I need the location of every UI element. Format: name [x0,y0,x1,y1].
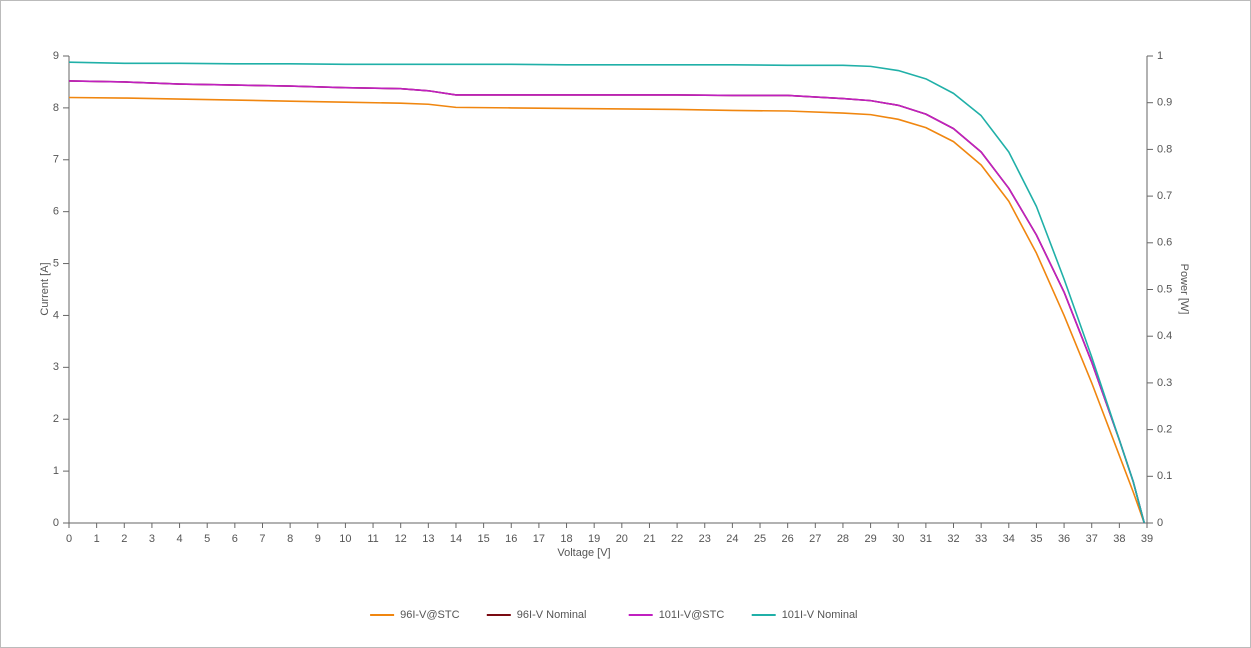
series-line [68,80,1146,524]
x-tick-label: 9 [315,533,321,545]
y-axis-title: Current [A] [39,262,51,315]
legend-label: 96I-V Nominal [517,609,587,621]
y-tick-label: 0 [53,517,59,529]
y-tick-label: 9 [53,50,59,62]
x-tick-label: 7 [259,533,265,545]
x-tick-label: 32 [947,533,959,545]
x-tick-label: 22 [671,533,683,545]
x-tick-label: 33 [975,533,987,545]
x-tick-label: 37 [1086,533,1098,545]
y-tick-label: 5 [53,257,59,269]
x-tick-label: 5 [204,533,210,545]
x-tick-label: 31 [920,533,932,545]
x-tick-label: 20 [616,533,628,545]
x-tick-label: 27 [809,533,821,545]
x-tick-label: 2 [121,533,127,545]
y2-tick-label: 0.3 [1157,377,1172,389]
x-tick-label: 21 [643,533,655,545]
x-tick-label: 36 [1058,533,1070,545]
x-tick-label: 35 [1030,533,1042,545]
legend-label: 101I-V Nominal [782,609,858,621]
x-tick-label: 6 [232,533,238,545]
x-tick-label: 16 [505,533,517,545]
x-tick-label: 29 [864,533,876,545]
y2-tick-label: 0.7 [1157,190,1172,202]
x-tick-label: 18 [560,533,572,545]
y-tick-label: 7 [53,154,59,166]
x-tick-label: 14 [450,533,462,545]
x-tick-label: 1 [94,533,100,545]
y-tick-label: 3 [53,361,59,373]
x-tick-label: 10 [339,533,351,545]
y2-tick-label: 0.4 [1157,330,1172,342]
x-tick-label: 13 [422,533,434,545]
y2-tick-label: 0.8 [1157,143,1172,155]
legend-label: 101I-V@STC [659,609,725,621]
x-tick-label: 28 [837,533,849,545]
y2-axis-title: Power [W] [1178,264,1190,315]
x-tick-label: 23 [699,533,711,545]
series-line [68,61,1146,524]
series-line [68,96,1145,524]
x-tick-label: 11 [367,533,378,545]
x-tick-label: 0 [66,533,72,545]
x-tick-label: 15 [477,533,489,545]
y2-tick-label: 0 [1157,517,1163,529]
x-tick-label: 4 [177,533,183,545]
x-tick-label: 17 [533,533,545,545]
y-tick-label: 1 [53,465,59,477]
x-tick-label: 25 [754,533,766,545]
x-tick-label: 34 [1003,533,1015,545]
x-tick-label: 26 [782,533,794,545]
x-tick-label: 30 [892,533,904,545]
x-tick-label: 3 [149,533,155,545]
y-tick-label: 2 [53,413,59,425]
x-axis-title: Voltage [V] [557,547,610,559]
x-tick-label: 8 [287,533,293,545]
y2-tick-label: 0.6 [1157,237,1172,249]
y2-tick-label: 1 [1157,50,1163,62]
y-tick-label: 6 [53,206,59,218]
y2-tick-label: 0.1 [1157,470,1172,482]
x-tick-label: 38 [1113,533,1125,545]
y2-tick-label: 0.9 [1157,97,1172,109]
y2-tick-label: 0.2 [1157,424,1172,436]
x-tick-label: 12 [395,533,407,545]
y-tick-label: 4 [53,309,59,321]
x-tick-label: 39 [1141,533,1153,545]
legend-label: 96I-V@STC [400,609,460,621]
x-tick-label: 24 [726,533,738,545]
y2-tick-label: 0.5 [1157,283,1172,295]
x-tick-label: 19 [588,533,600,545]
y-tick-label: 8 [53,102,59,114]
